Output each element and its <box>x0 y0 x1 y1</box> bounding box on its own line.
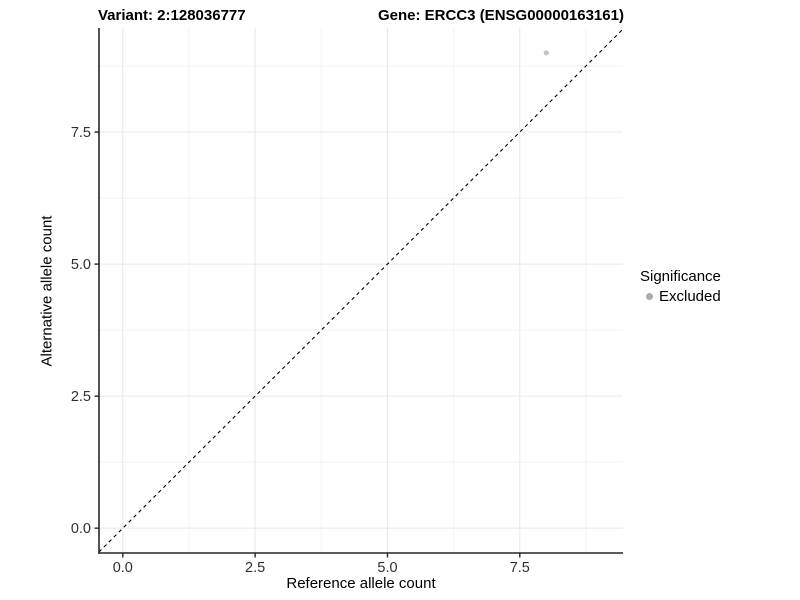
y-tick-label: 5.0 <box>71 257 91 273</box>
legend-key <box>641 288 658 305</box>
data-point <box>543 50 549 56</box>
legend-item-label: Excluded <box>659 288 721 305</box>
y-tick-label: 2.5 <box>71 389 91 405</box>
y-tick-label: 0.0 <box>71 521 91 537</box>
legend-title: Significance <box>640 268 721 285</box>
x-axis-title: Reference allele count <box>286 575 436 592</box>
x-tick-label: 7.5 <box>510 560 530 576</box>
x-tick-label: 2.5 <box>245 560 265 576</box>
excluded-point-icon <box>646 293 653 300</box>
x-tick-label: 5.0 <box>377 560 397 576</box>
identity-line <box>98 28 624 553</box>
legend-item-excluded: Excluded <box>640 288 721 305</box>
plot-panel <box>99 28 623 553</box>
y-axis-title: Alternative allele count <box>38 215 56 367</box>
x-tick-label: 0.0 <box>113 560 133 576</box>
variant-title: Variant: 2:128036777 <box>98 7 246 24</box>
y-tick-label: 7.5 <box>71 125 91 141</box>
gene-title: Gene: ERCC3 (ENSG00000163161) <box>378 7 624 24</box>
legend: Significance Excluded <box>640 268 721 305</box>
